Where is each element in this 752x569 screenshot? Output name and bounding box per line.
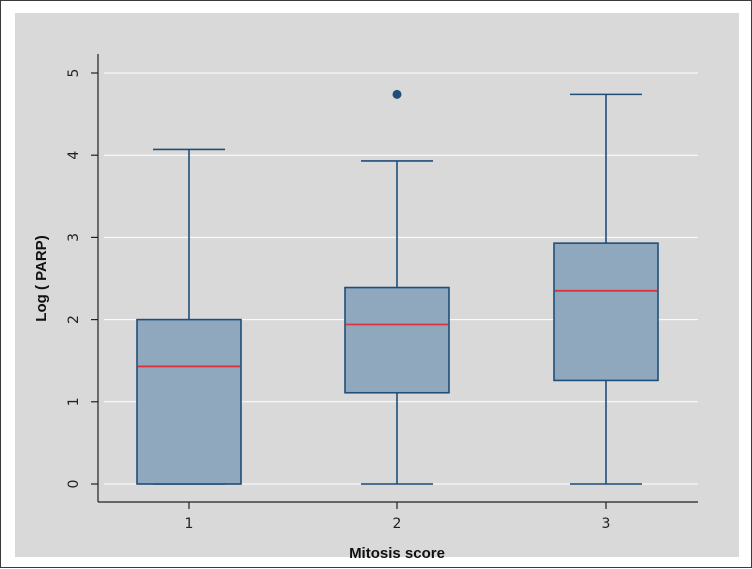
box-category-1 <box>136 148 242 485</box>
iqr-box <box>136 318 242 485</box>
axes <box>97 54 698 503</box>
box-category-3 <box>553 93 659 485</box>
y-tick-label: 1 <box>66 397 82 406</box>
y-axis-title: Log ( PARP) <box>33 235 50 321</box>
y-tick-label: 0 <box>66 480 82 489</box>
iqr-box <box>553 242 659 382</box>
y-axis-ticks: 0 1 2 3 4 5 <box>66 69 98 489</box>
y-tick-label: 2 <box>66 315 82 324</box>
y-tick-label: 3 <box>66 233 82 242</box>
outlier-point <box>392 89 402 99</box>
x-tick-label: 1 <box>185 516 194 532</box>
x-tick-label: 2 <box>393 516 402 532</box>
x-axis-ticks: 1 2 3 <box>185 502 611 532</box>
x-tick-label: 3 <box>602 516 611 532</box>
x-axis-title: Mitosis score <box>349 545 445 562</box>
iqr-box <box>344 286 450 394</box>
boxes <box>136 89 659 485</box>
box-category-2 <box>344 89 450 485</box>
y-tick-label: 5 <box>66 69 82 78</box>
y-tick-label: 4 <box>66 151 82 160</box>
